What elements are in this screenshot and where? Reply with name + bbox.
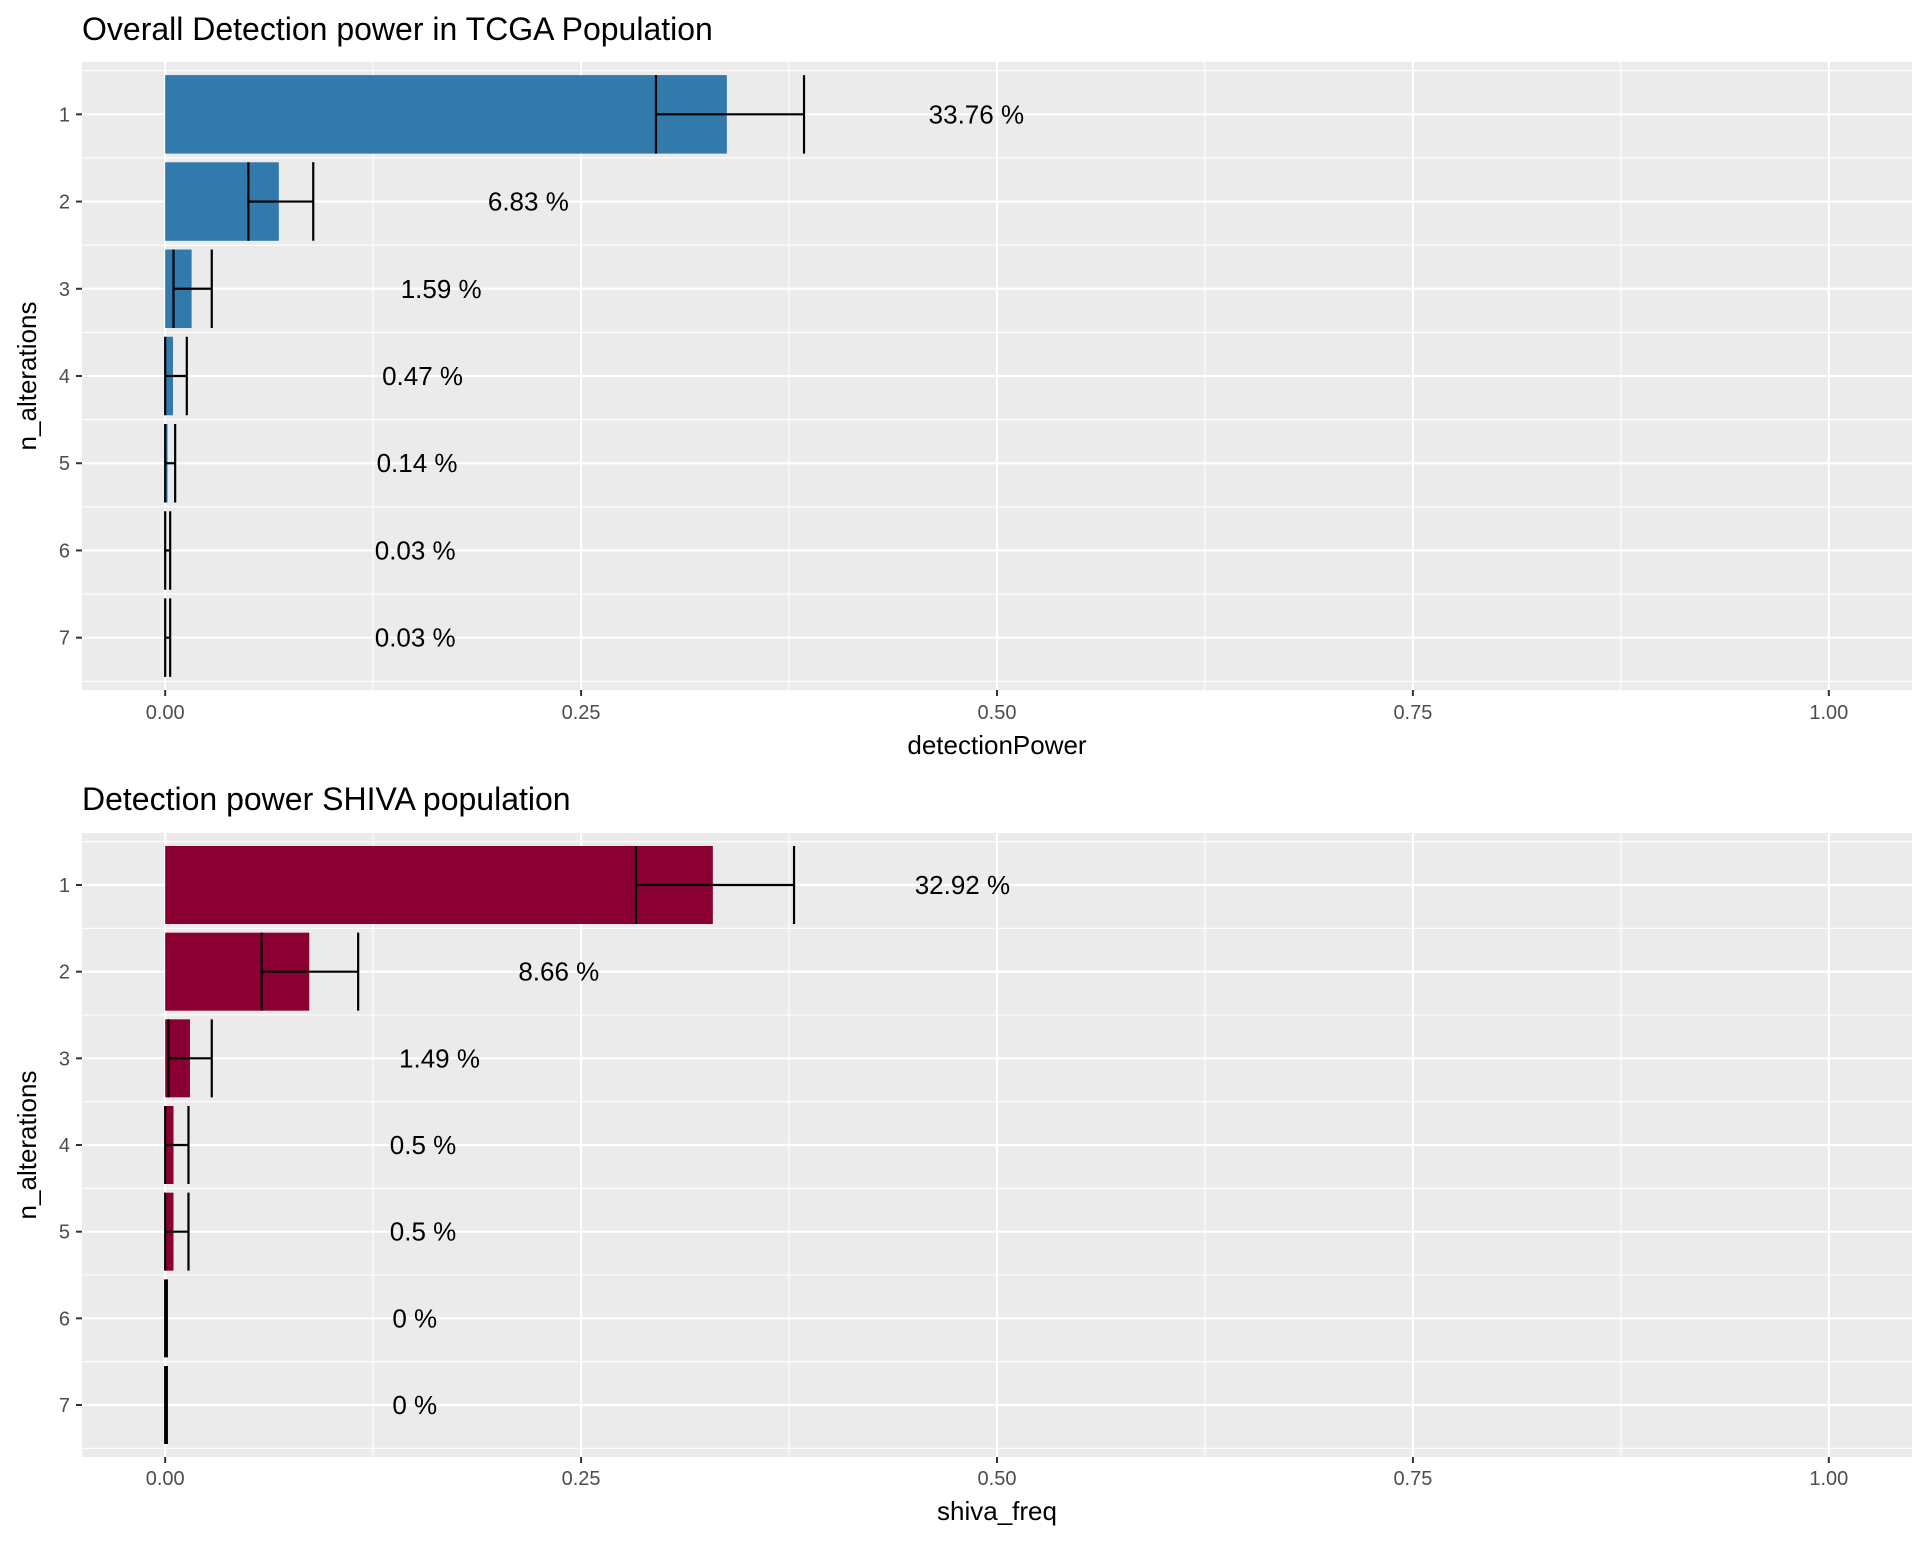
y-tick-label: 4	[59, 1135, 70, 1157]
x-tick-label: 0.00	[146, 702, 185, 724]
y-axis-label: n_alterations	[12, 1071, 42, 1220]
data-label: 0.47 %	[382, 361, 463, 391]
data-label: 0.14 %	[377, 448, 458, 478]
x-tick-label: 1.00	[1809, 1468, 1848, 1490]
y-tick-label: 1	[59, 104, 70, 126]
data-label: 1.49 %	[399, 1043, 480, 1073]
x-tick-label: 0.50	[978, 1468, 1017, 1490]
x-tick-label: 0.25	[562, 702, 601, 724]
x-tick-label: 0.75	[1393, 1468, 1432, 1490]
y-tick-label: 4	[59, 366, 70, 388]
y-tick-label: 7	[59, 1395, 70, 1417]
data-label: 0.5 %	[390, 1217, 457, 1247]
y-tick-label: 5	[59, 1222, 70, 1244]
data-label: 0.03 %	[375, 535, 456, 565]
data-label: 33.76 %	[929, 99, 1024, 129]
bar-1	[165, 75, 727, 154]
data-label: 6.83 %	[488, 187, 569, 217]
y-tick-label: 1	[59, 875, 70, 897]
y-tick-label: 6	[59, 540, 70, 562]
x-tick-label: 0.75	[1393, 702, 1432, 724]
chart-panel-2: 32.92 % 8.66 % 1.49 % 0.5 % 0.5 % 0 % 0 % 1 2 3 4 5…	[12, 781, 1912, 1526]
y-tick-label: 3	[59, 279, 70, 301]
data-label: 8.66 %	[518, 957, 599, 987]
bar-1	[165, 846, 713, 924]
data-label: 1.59 %	[401, 274, 482, 304]
data-label: 32.92 %	[915, 870, 1010, 900]
y-tick-label: 5	[59, 453, 70, 475]
x-axis-label: detectionPower	[907, 730, 1087, 760]
x-tick-label: 1.00	[1809, 702, 1848, 724]
y-tick-label: 3	[59, 1048, 70, 1070]
x-axis-label: shiva_freq	[937, 1496, 1057, 1526]
data-label: 0.03 %	[375, 623, 456, 653]
x-tick-label: 0.25	[562, 1468, 601, 1490]
data-label: 0 %	[392, 1303, 437, 1333]
x-tick-label: 0.00	[146, 1468, 185, 1490]
y-axis-label: n_alterations	[12, 302, 42, 451]
y-tick-label: 6	[59, 1308, 70, 1330]
x-tick-label: 0.50	[978, 702, 1017, 724]
chart-title: Detection power SHIVA population	[82, 781, 571, 817]
chart-title: Overall Detection power in TCGA Populati…	[82, 11, 713, 47]
y-tick-label: 2	[59, 192, 70, 214]
data-label: 0.5 %	[390, 1130, 457, 1160]
data-label: 0 %	[392, 1390, 437, 1420]
y-tick-label: 7	[59, 628, 70, 650]
y-tick-label: 2	[59, 962, 70, 984]
chart-panel-1: 33.76 % 6.83 % 1.59 % 0.47 % 0.14 % 0.03 % 0.0…	[12, 11, 1912, 760]
